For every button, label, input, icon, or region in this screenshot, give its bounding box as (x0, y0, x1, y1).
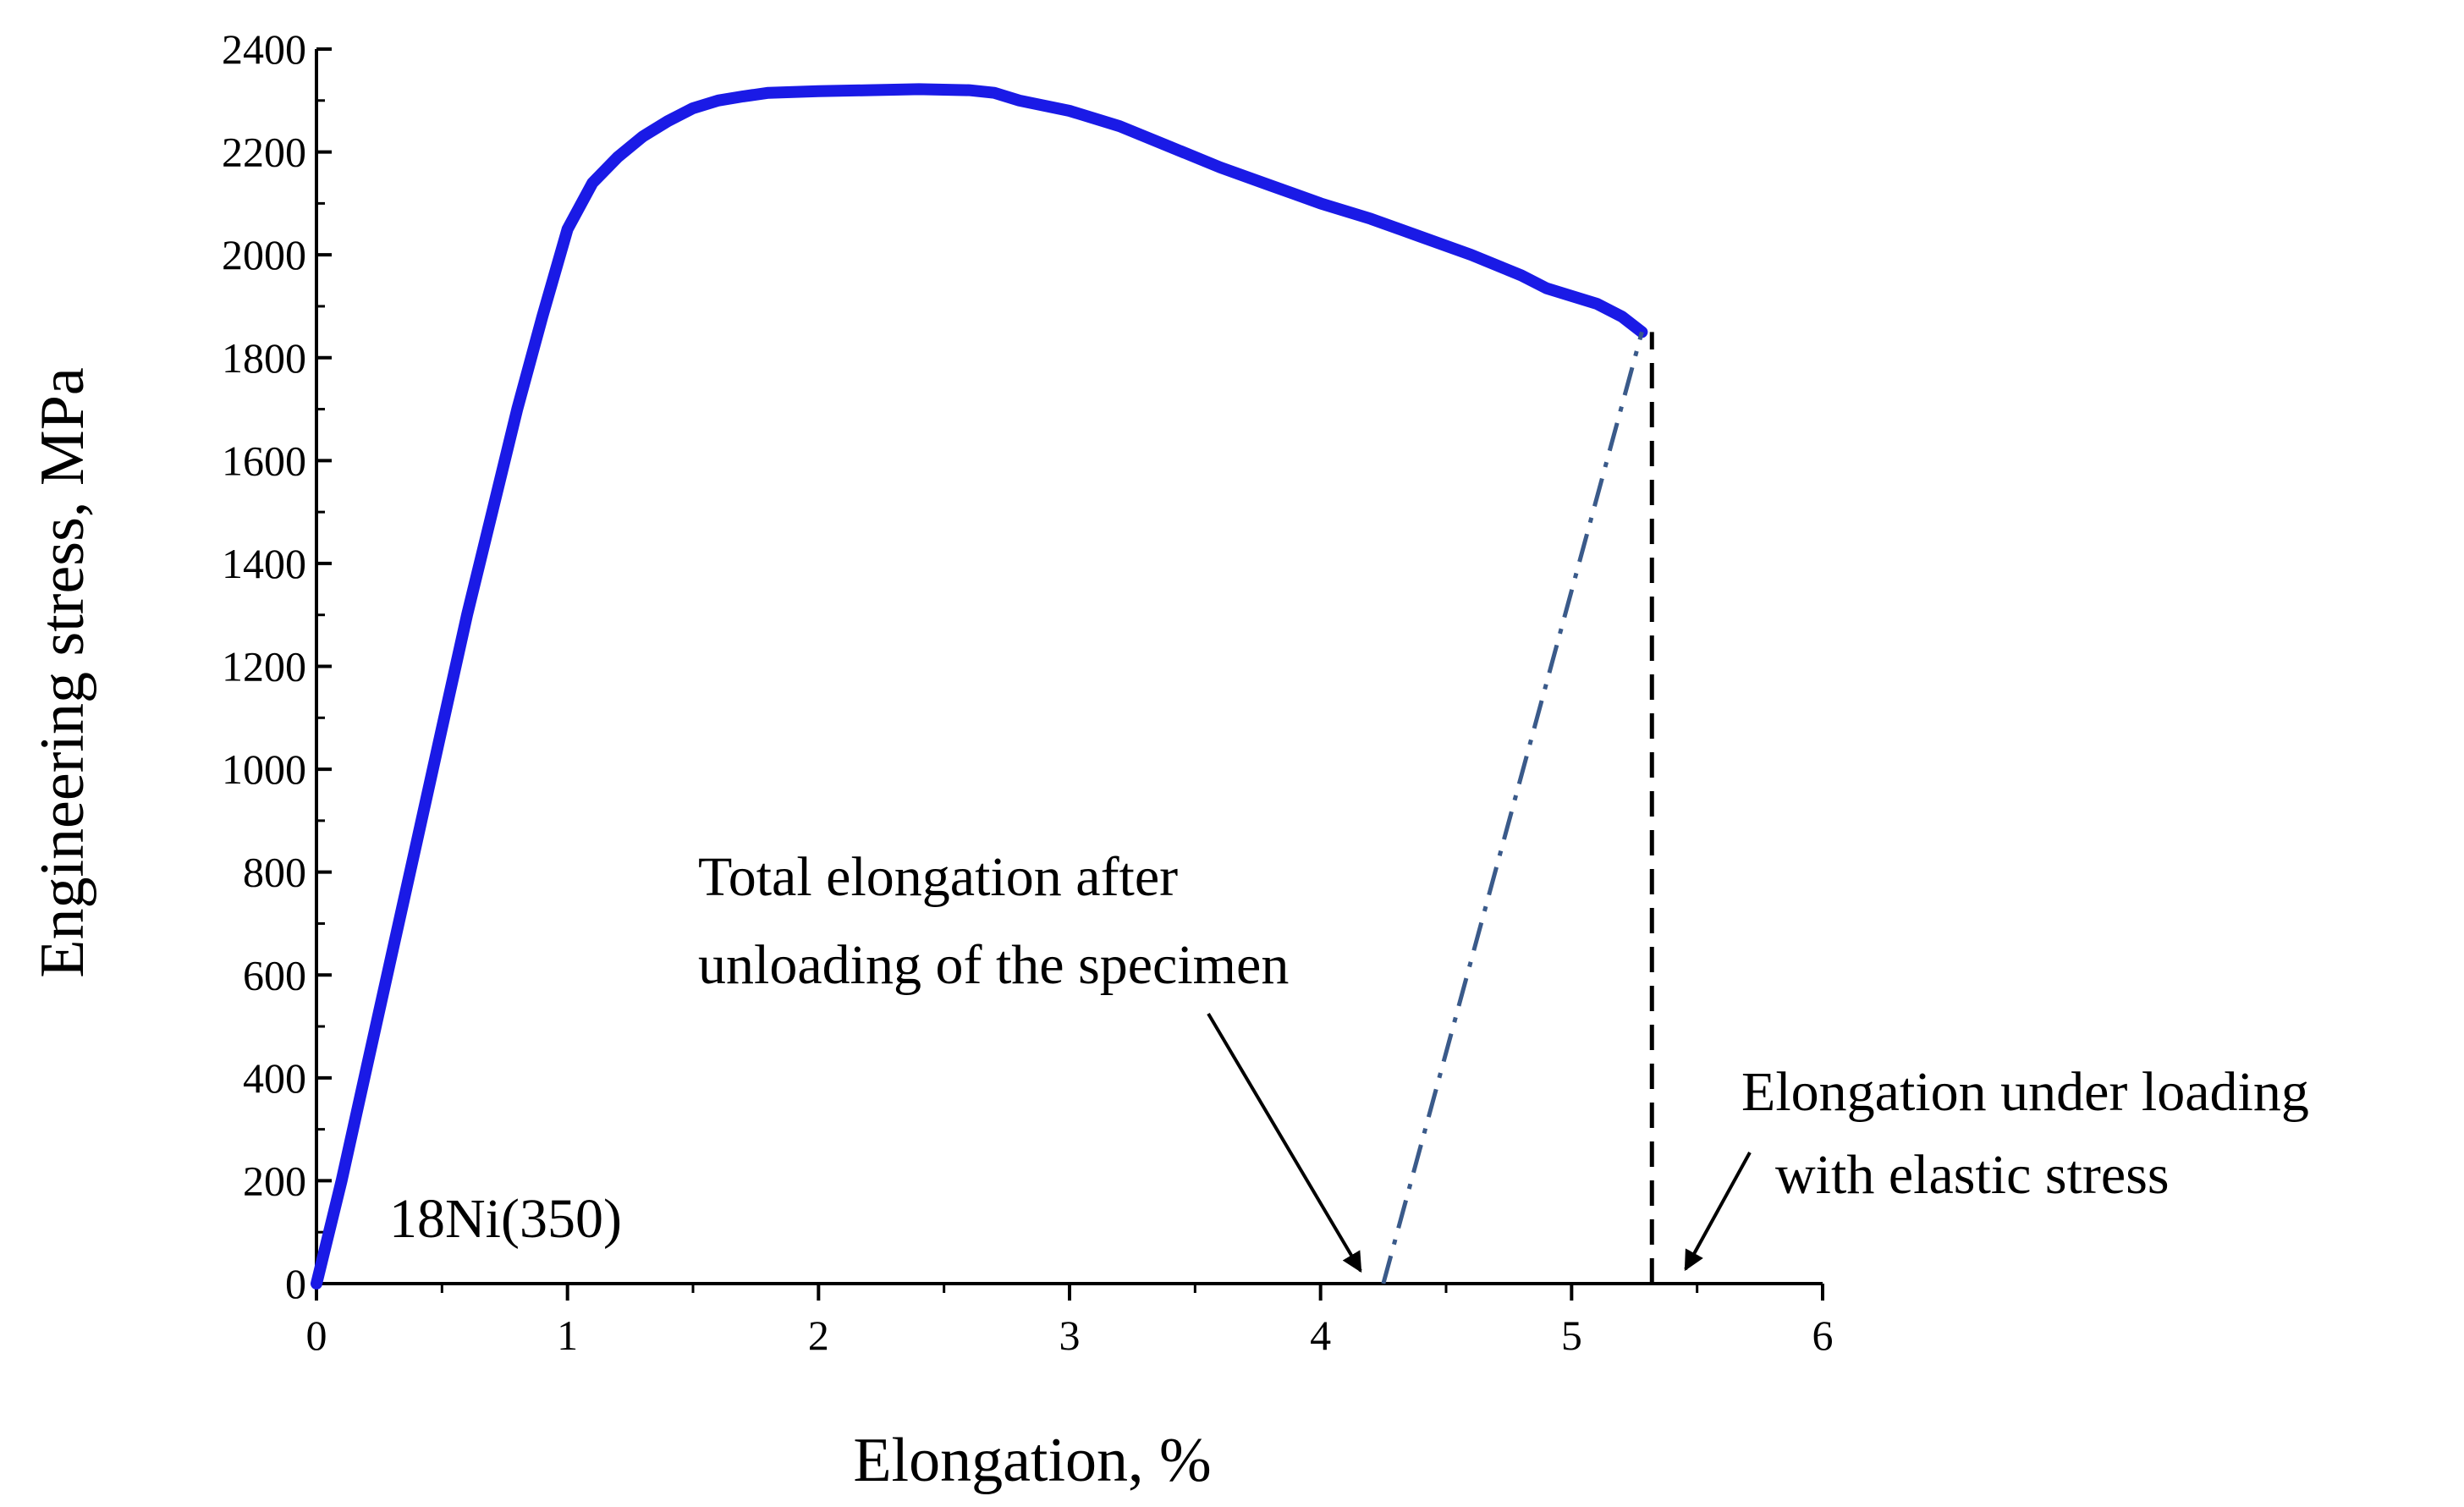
data-point (514, 405, 521, 413)
data-point (1217, 163, 1224, 171)
data-point (1166, 143, 1174, 151)
data-point (1417, 233, 1425, 240)
y-tick-label: 0 (285, 1260, 306, 1307)
data-point (1618, 313, 1625, 321)
data-point (664, 118, 672, 125)
data-point (1116, 123, 1124, 130)
y-tick-label: 600 (243, 951, 306, 998)
data-point (1543, 284, 1550, 292)
data-point (1593, 300, 1600, 307)
x-tick-label: 5 (1561, 1312, 1582, 1359)
series-line (311, 83, 1648, 1290)
data-point (388, 950, 395, 958)
y-tick-label: 1200 (222, 643, 306, 690)
data-point (488, 509, 496, 516)
data-point (1317, 200, 1324, 207)
x-axis-ticks: 0 1 2 3 4 5 6 (306, 1284, 1834, 1359)
data-point (740, 92, 747, 100)
data-point (313, 1280, 320, 1287)
data-point (690, 104, 696, 112)
axes (315, 49, 1823, 1285)
data-point (815, 87, 822, 95)
data-point (1568, 292, 1576, 300)
unloading-line (1381, 331, 1644, 1284)
data-point (1467, 251, 1475, 259)
data-point (965, 86, 973, 94)
data-point (714, 96, 722, 104)
data-point (539, 313, 546, 321)
y-tick-label: 2000 (222, 231, 306, 278)
x-tick-label: 2 (808, 1312, 829, 1359)
data-point (865, 86, 872, 94)
y-tick-label: 200 (243, 1157, 306, 1204)
data-point (765, 89, 772, 96)
data-point (413, 838, 421, 845)
data-point (639, 133, 646, 140)
data-point (916, 85, 922, 93)
x-tick-label: 3 (1059, 1312, 1081, 1359)
y-tick-label: 2400 (222, 25, 306, 73)
series-layer (311, 83, 1648, 1290)
x-axis-title: Elongation, % (853, 1426, 1211, 1495)
total-elongation-arrow (1207, 1012, 1362, 1273)
y-tick-label: 2200 (222, 129, 306, 176)
y-tick-label: 400 (243, 1054, 306, 1102)
y-tick-label: 1000 (222, 745, 306, 793)
y-tick-label: 1400 (222, 540, 306, 587)
data-point (464, 611, 470, 619)
data-point (338, 1177, 345, 1185)
x-tick-label: 4 (1310, 1312, 1331, 1359)
elongation-under-loading-annotation-line-1: Elongation under loading (1741, 1061, 2309, 1123)
x-tick-label: 6 (1812, 1312, 1834, 1359)
x-tick-label: 1 (557, 1312, 578, 1359)
data-point (438, 724, 446, 732)
series-label: 18Ni(350) (389, 1188, 622, 1250)
elongation-under-loading-annotation-line-2: with elastic stress (1775, 1144, 2170, 1206)
data-point (589, 179, 597, 187)
y-tick-label: 1600 (222, 437, 306, 484)
reference-lines (1381, 331, 1654, 1284)
data-point (614, 153, 621, 161)
data-point (1015, 96, 1023, 104)
y-axis-title: Engineering stress, MPa (28, 367, 97, 977)
data-point (1066, 107, 1073, 114)
y-tick-label: 800 (243, 849, 306, 896)
elongation-under-loading-arrow (1684, 1152, 1752, 1272)
data-point (1267, 182, 1274, 190)
total-elongation-annotation-line-2: unloading of the specimen (698, 934, 1289, 996)
data-point (991, 89, 998, 96)
y-tick-label: 1800 (222, 334, 306, 382)
data-point (363, 1064, 371, 1071)
data-point (564, 225, 571, 233)
data-point (1367, 215, 1374, 223)
y-axis-ticks: 0 200 400 600 800 1000 1200 1400 1600 1800 2000 220… (222, 25, 332, 1307)
data-point (1518, 272, 1525, 279)
x-tick-label: 0 (306, 1312, 327, 1359)
total-elongation-annotation-line-1: Total elongation after (698, 846, 1178, 908)
